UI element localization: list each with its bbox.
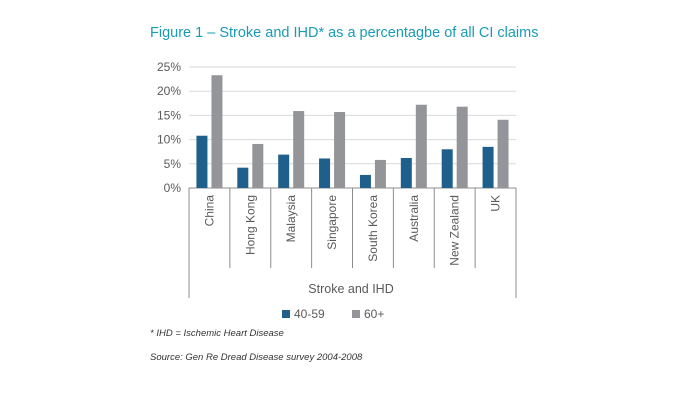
category-frame <box>188 188 517 298</box>
bar-40-59 <box>482 146 494 188</box>
category-label: South Korea <box>366 195 380 262</box>
bar-40-59 <box>359 174 371 188</box>
bar-60+ <box>415 104 427 188</box>
legend-swatch <box>352 310 360 318</box>
legend-swatch <box>282 310 290 318</box>
y-tick-label: 20% <box>157 84 181 98</box>
bar-40-59 <box>278 154 290 188</box>
y-axis-ticks: 0% 5% 10% 15% 20% 25% <box>157 60 181 195</box>
x-axis-title: Stroke and IHD <box>308 282 393 296</box>
bar-60+ <box>211 75 223 188</box>
y-tick-label: 5% <box>164 157 182 171</box>
bar-60+ <box>497 119 509 188</box>
y-tick-label: 15% <box>157 108 181 122</box>
bar-40-59 <box>237 167 249 188</box>
category-label: UK <box>489 195 503 212</box>
legend-label: 40-59 <box>294 307 325 321</box>
category-label: New Zealand <box>448 195 462 266</box>
footnote: * IHD = Ischemic Heart Disease <box>150 328 284 339</box>
bar-40-59 <box>319 158 331 188</box>
bar-60+ <box>252 143 264 188</box>
bar-60+ <box>456 106 468 188</box>
category-label: Hong Kong <box>243 195 257 255</box>
chart-title: Figure 1 – Stroke and IHD* as a percenta… <box>150 25 538 41</box>
y-tick-label: 10% <box>157 133 181 147</box>
bar-40-59 <box>196 135 208 188</box>
legend: 40-59 60+ <box>282 307 384 321</box>
y-tick-label: 0% <box>164 181 182 195</box>
bars <box>196 75 509 188</box>
bar-40-59 <box>441 149 453 188</box>
category-label: Malaysia <box>284 195 298 243</box>
legend-label: 60+ <box>364 307 384 321</box>
category-label: Australia <box>407 195 421 242</box>
bar-60+ <box>293 111 305 188</box>
bar-60+ <box>374 159 386 188</box>
bar-40-59 <box>400 157 412 188</box>
category-labels: China Hong Kong Malaysia Singapore South Kor… <box>202 195 502 266</box>
category-label: Singapore <box>325 195 339 250</box>
y-tick-label: 25% <box>157 60 181 74</box>
category-label: China <box>202 195 216 227</box>
source-note: Source: Gen Re Dread Disease survey 2004… <box>150 352 363 363</box>
bar-60+ <box>334 112 346 188</box>
